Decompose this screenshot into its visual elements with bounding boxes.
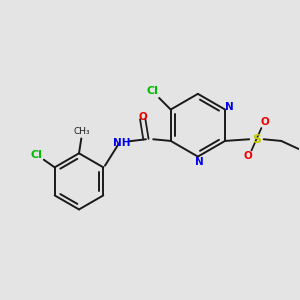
Text: Cl: Cl — [147, 86, 158, 96]
Text: S: S — [252, 133, 261, 146]
Text: O: O — [138, 112, 147, 122]
Text: Cl: Cl — [31, 150, 43, 160]
Text: NH: NH — [113, 138, 131, 148]
Text: N: N — [225, 102, 234, 112]
Text: CH₃: CH₃ — [74, 127, 91, 136]
Text: O: O — [244, 152, 253, 161]
Text: N: N — [195, 157, 204, 166]
Text: O: O — [260, 117, 269, 127]
